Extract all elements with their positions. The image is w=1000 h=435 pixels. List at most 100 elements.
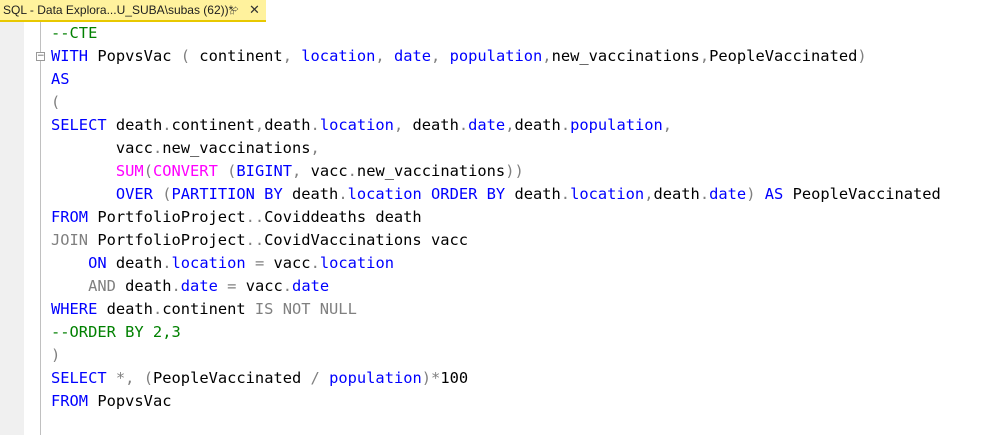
code-token: death (115, 277, 172, 295)
code-token (51, 185, 116, 203)
code-token: BIGINT (236, 162, 293, 180)
code-token: PARTITION BY (171, 185, 283, 203)
code-token: ) (857, 47, 867, 65)
code-token (422, 185, 431, 203)
code-token: vacc (301, 162, 348, 180)
code-token: date (393, 47, 432, 65)
editor-margin (0, 22, 24, 435)
code-token (292, 47, 301, 65)
code-token: FROM (51, 208, 89, 226)
code-token: CONVERT (152, 162, 218, 180)
code-token: OVER (115, 185, 153, 203)
query-tab-title[interactable]: SQL - Data Explora...U_SUBA\subas (62))* (3, 3, 234, 17)
code-token: *, (115, 369, 135, 387)
code-token: population (570, 116, 663, 134)
code-token: = (254, 254, 265, 272)
code-token (218, 277, 227, 295)
code-token (153, 185, 162, 203)
code-token: )) (505, 162, 524, 180)
code-token: --CTE (51, 24, 98, 42)
code-token: death (282, 185, 339, 203)
code-token: death (653, 185, 700, 203)
code-token: . (282, 277, 293, 295)
code-token: , (282, 47, 292, 65)
code-token: death (403, 116, 459, 134)
code-token: . (699, 185, 710, 203)
code-token (51, 277, 88, 295)
code-token: , (292, 162, 302, 180)
code-token: location (301, 47, 376, 65)
code-token: location (171, 254, 246, 272)
code-token: SELECT (51, 369, 107, 387)
code-token: , (699, 47, 710, 65)
code-line-2: WITH PopvsVac ( continent, location, dat… (51, 45, 867, 68)
code-token: ) (51, 346, 61, 364)
code-token: PortfolioProject (88, 208, 246, 226)
code-token (51, 162, 116, 180)
code-token: PopvsVac (88, 47, 181, 65)
code-token: ) (746, 185, 756, 203)
code-token: ( (227, 162, 237, 180)
close-icon[interactable]: ✕ (249, 3, 260, 18)
code-token: . (310, 116, 320, 134)
code-token (440, 47, 449, 65)
code-token: PopvsVac (88, 392, 172, 410)
code-token: . (338, 185, 348, 203)
code-token: , (393, 116, 404, 134)
code-line-5: SELECT death.continent,death.location, d… (51, 114, 672, 137)
code-token: location (319, 116, 394, 134)
code-line-12: AND death.date = vacc.date (51, 275, 329, 298)
code-token: date (468, 116, 506, 134)
code-token: population (329, 369, 422, 387)
code-token: ( (143, 162, 153, 180)
code-token: continent (190, 47, 283, 65)
code-line-13: WHERE death.continent IS NOT NULL (51, 298, 357, 321)
code-line-6: vacc.new_vaccinations, (51, 137, 320, 160)
code-token: death (97, 300, 153, 318)
code-token (385, 47, 394, 65)
code-line-7: SUM(CONVERT (BIGINT, vacc.new_vaccinatio… (51, 160, 524, 183)
code-token (134, 369, 143, 387)
code-token (218, 162, 227, 180)
pin-icon[interactable]: ⮳ (230, 4, 239, 17)
code-token: )* (421, 369, 441, 387)
sql-editor[interactable]: − --CTE WITH PopvsVac ( continent, locat… (0, 22, 1000, 435)
code-token: --ORDER BY 2,3 (51, 323, 181, 341)
code-token: death (514, 116, 561, 134)
code-token: ON (88, 254, 107, 272)
code-token: . (152, 300, 163, 318)
code-token: AS (51, 70, 70, 88)
code-token: .. (245, 231, 265, 249)
code-token: WITH (51, 47, 89, 65)
code-line-4: ( (51, 91, 60, 114)
code-token (755, 185, 764, 203)
code-token: death (264, 116, 311, 134)
code-token: population (449, 47, 543, 65)
document-tab-strip: SQL - Data Explora...U_SUBA\subas (62))*… (0, 0, 1000, 22)
code-token: ( (51, 93, 61, 111)
code-token: . (310, 254, 320, 272)
code-token: / (310, 369, 320, 387)
code-line-17: FROM PopvsVac (51, 390, 171, 413)
code-token: location (570, 185, 645, 203)
code-token: . (560, 185, 571, 203)
collapse-outline-icon[interactable]: − (36, 51, 45, 61)
code-token: SUM (115, 162, 144, 180)
code-line-10: JOIN PortfolioProject..CovidVaccinations… (51, 229, 468, 252)
code-token: death (106, 116, 163, 134)
code-line-16: SELECT *, (PeopleVaccinated / population… (51, 367, 468, 390)
code-token: vacc (51, 139, 153, 157)
code-token: 100 (440, 369, 469, 387)
code-token (107, 369, 116, 387)
code-token: death (106, 254, 163, 272)
code-token: date (292, 277, 330, 295)
code-token: ( (180, 47, 191, 65)
code-token: . (162, 116, 172, 134)
query-tab[interactable]: SQL - Data Explora...U_SUBA\subas (62))*… (0, 0, 266, 22)
code-token: . (560, 116, 571, 134)
code-token: JOIN (51, 231, 89, 249)
code-token: , (254, 116, 265, 134)
code-token: vacc (264, 254, 311, 272)
code-token: , (662, 116, 673, 134)
code-token: IS NOT NULL (254, 300, 357, 318)
